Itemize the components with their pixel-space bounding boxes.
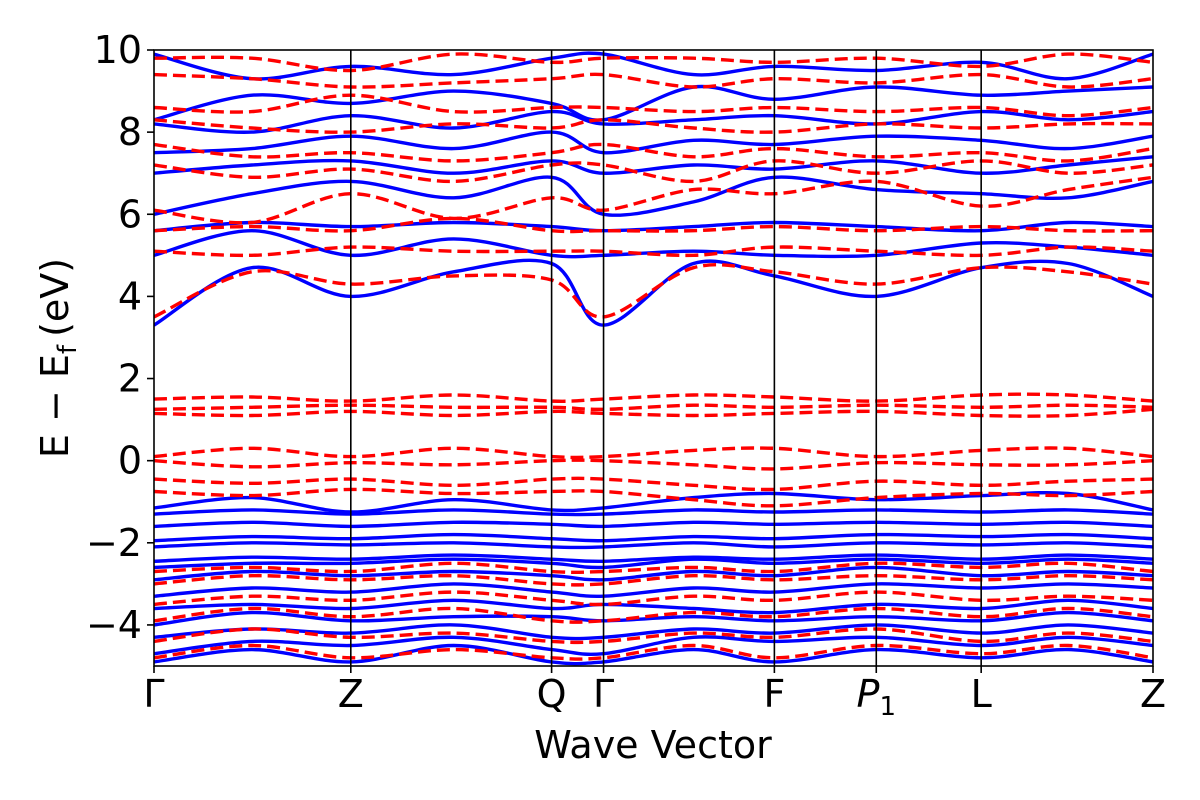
solid-band-line-17 [154,175,1153,217]
x-tick-label-5: P1 [857,672,896,722]
x-tick-label-text-0: Γ [143,672,164,716]
y-axis-title-unit: (eV) [33,258,77,337]
x-tick-label-1: Z [338,672,364,716]
dashed-band-line-15 [154,216,1153,234]
y-tick-label-3: 4 [118,274,142,318]
solid-band-line-21 [154,84,1153,122]
solid-band-line-8 [154,553,1153,564]
x-tick-label-0: Γ [143,672,164,716]
solid-band-line-9 [154,541,1153,550]
x-ticks-layer: Γ Z Q Γ F P1 L Z [143,666,1166,722]
solid-band-line-10 [154,532,1153,543]
y-tick-label-4: 2 [118,357,142,401]
dashed-band-line-12 [154,392,1153,403]
solid-band-line-0 [154,643,1153,666]
x-tick-label-4: F [763,672,785,716]
y-ticks-layer: 10 8 6 4 2 0 −2 −4 [86,28,154,647]
solid-band-line-7 [154,557,1153,570]
dashed-band-line-17 [154,159,1153,184]
solid-band-line-4 [154,598,1153,615]
y-tick-label-6: −2 [86,521,142,565]
plot-frame [153,49,1154,667]
solid-band-line-16 [154,220,1153,233]
dashed-band-line-22 [154,52,1153,73]
y-axis-title: E − Ef (eV) [33,258,83,458]
dashed-band-line-9 [154,446,1153,460]
solid-band-line-1 [154,635,1153,656]
dashed-band-line-14 [154,245,1153,258]
x-tick-label-2: Q [537,672,567,716]
x-tick-label-text-5: P [857,672,880,716]
x-tick-label-3: Γ [593,672,614,716]
x-tick-label-7: Z [1140,672,1166,716]
solid-band-line-12 [154,508,1153,517]
solid-band-line-6 [154,565,1153,582]
x-tick-label-subscript-5: 1 [879,692,896,722]
solid-band-series [154,51,1153,666]
x-tick-label-text-4: F [763,672,785,716]
dashed-band-line-18 [154,142,1153,163]
bands-layer [154,51,1153,666]
x-tick-label-text-2: Q [537,672,567,716]
dashed-band-series [154,52,1153,661]
y-axis-title-main: E − E [33,354,77,458]
dashed-band-line-6 [154,487,1153,508]
x-tick-label-text-3: Γ [593,672,614,716]
dashed-band-line-21 [154,72,1153,89]
dashed-band-line-1 [154,627,1153,645]
solid-band-line-5 [154,582,1153,599]
dashed-band-line-10 [154,407,1153,418]
x-tick-label-6: L [971,672,992,716]
solid-band-line-3 [154,610,1153,627]
dashed-band-line-7 [154,476,1153,492]
y-tick-label-5: 0 [118,439,142,483]
dashed-band-line-16 [154,175,1153,225]
solid-band-line-11 [154,520,1153,529]
dashed-band-line-0 [154,643,1153,661]
x-tick-label-text-6: L [971,672,992,716]
solid-band-line-2 [154,623,1153,641]
solid-band-line-19 [154,130,1153,155]
y-tick-label-2: 6 [118,192,142,236]
y-tick-label-1: 8 [118,110,142,154]
dashed-band-line-19 [154,118,1153,134]
kpoint-divider-layer [350,50,982,666]
x-tick-label-text-7: Z [1140,672,1166,716]
dashed-band-line-13 [154,263,1153,319]
y-axis-title-subscript: f [53,344,83,354]
x-axis-title: Wave Vector [534,723,772,767]
dashed-band-line-2 [154,606,1153,624]
dashed-band-line-20 [154,93,1153,118]
x-tick-label-text-1: Z [338,672,364,716]
solid-band-line-15 [154,229,1153,259]
y-tick-label-0: 10 [94,28,142,72]
dashed-band-line-4 [154,573,1153,587]
y-tick-label-7: −4 [86,603,142,647]
solid-band-line-18 [154,155,1153,175]
dashed-band-line-5 [154,561,1153,574]
dashed-band-line-3 [154,590,1153,607]
solid-band-line-13 [154,490,1153,514]
